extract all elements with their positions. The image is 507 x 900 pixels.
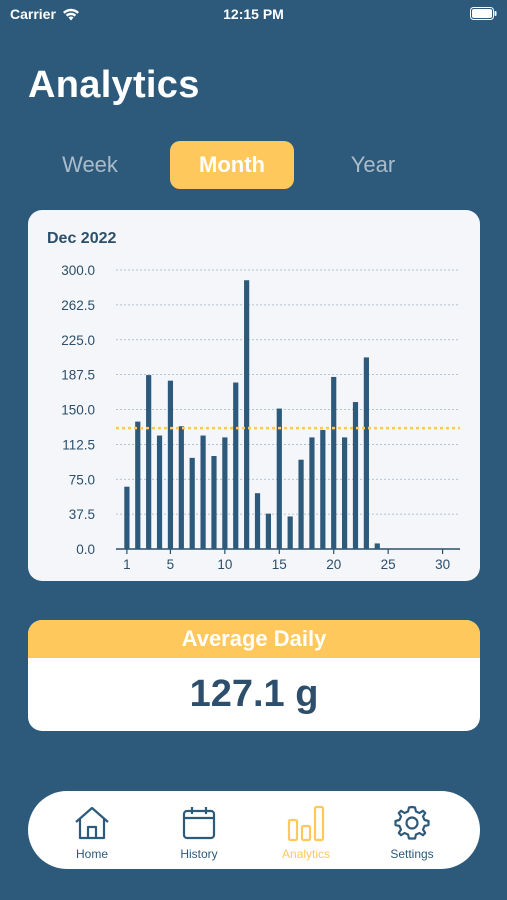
segment-month[interactable]: Month — [170, 141, 294, 189]
y-tick-label: 300.0 — [61, 263, 95, 278]
tab-bar: Home History Analytics — [28, 791, 480, 869]
chart-bar — [342, 437, 348, 549]
average-value: 127.1 g — [189, 673, 319, 715]
chart-bar — [298, 459, 304, 549]
chart-bar — [320, 429, 326, 549]
bar-chart-icon — [286, 803, 326, 843]
x-tick-label: 30 — [435, 557, 450, 572]
tab-home[interactable]: Home — [47, 803, 137, 863]
chart-bar — [374, 543, 380, 549]
x-tick-label: 20 — [326, 557, 341, 572]
chart-bar — [156, 435, 163, 549]
status-bar: Carrier 12:15 PM — [0, 0, 507, 30]
average-card: Average Daily 127.1 g — [28, 620, 480, 731]
chart-bar — [222, 437, 228, 549]
chart-bar — [200, 435, 206, 549]
chart-bar — [254, 493, 261, 549]
chart-bar — [167, 380, 174, 549]
y-tick-label: 150.0 — [61, 403, 95, 418]
carrier-group: Carrier — [10, 6, 80, 22]
chart-bar — [363, 357, 369, 549]
chart-card: Dec 2022 0.0 37.5 75.0 112.5 150.0 187.5 225.0… — [28, 210, 480, 581]
x-tick-label: 10 — [217, 557, 232, 572]
y-tick-label: 75.0 — [69, 472, 95, 487]
chart-bar — [135, 421, 141, 549]
x-tick-label: 15 — [272, 557, 287, 572]
chart-title: Dec 2022 — [47, 230, 117, 247]
bar-chart: 0.0 37.5 75.0 112.5 150.0 187.5 225.0 262.5 300.… — [61, 263, 460, 572]
tab-history-label: History — [180, 847, 218, 861]
chart-bar — [124, 486, 130, 549]
gear-icon — [392, 803, 432, 843]
chart-bar — [276, 408, 282, 549]
calendar-icon — [179, 803, 219, 843]
chart-bar — [244, 280, 250, 549]
y-tick-label: 225.0 — [61, 333, 95, 348]
x-tick-label: 5 — [167, 557, 175, 572]
chart-bar — [352, 402, 359, 549]
chart-bar — [265, 513, 272, 549]
segment-week[interactable]: Week — [62, 152, 118, 177]
x-tick-label: 1 — [123, 557, 131, 572]
y-tick-label: 37.5 — [69, 507, 95, 522]
y-tick-label: 0.0 — [76, 542, 95, 557]
wifi-icon — [62, 8, 79, 20]
clock: 12:15 PM — [223, 6, 284, 22]
y-tick-label: 262.5 — [61, 298, 95, 313]
tab-settings-label: Settings — [390, 847, 434, 861]
chart-bar — [287, 516, 293, 549]
average-label: Average Daily — [28, 620, 480, 658]
tab-analytics-label: Analytics — [281, 847, 331, 861]
tab-analytics[interactable]: Analytics — [261, 803, 351, 863]
tab-home-label: Home — [75, 847, 108, 861]
x-tick-label: 25 — [381, 557, 396, 572]
segment-year[interactable]: Year — [350, 152, 396, 177]
tab-history[interactable]: History — [154, 803, 244, 863]
chart-bar — [211, 456, 217, 549]
y-tick-label: 112.5 — [62, 437, 95, 452]
tab-settings[interactable]: Settings — [367, 803, 457, 863]
chart-bar — [146, 375, 152, 549]
carrier-label: Carrier — [10, 6, 56, 22]
chart-bar — [309, 437, 315, 549]
home-icon — [72, 803, 112, 843]
chart-bar — [331, 376, 337, 549]
y-tick-label: 187.5 — [61, 368, 95, 383]
chart-bar — [189, 457, 195, 549]
battery-icon — [470, 7, 497, 23]
chart-bar — [178, 426, 184, 549]
page-title: Analytics — [28, 64, 200, 106]
chart-bar — [233, 382, 239, 549]
